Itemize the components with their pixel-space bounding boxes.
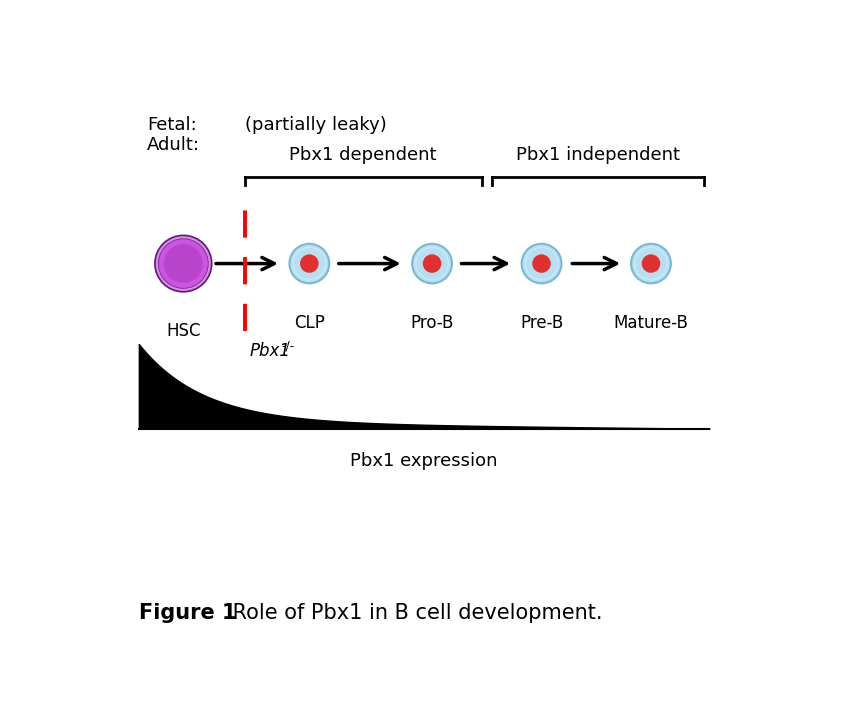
Ellipse shape	[163, 244, 203, 283]
Text: Figure 1: Figure 1	[139, 603, 236, 624]
Ellipse shape	[300, 254, 318, 273]
Text: Pbx1 dependent: Pbx1 dependent	[289, 147, 437, 164]
Ellipse shape	[423, 254, 442, 273]
Text: Pbx1 independent: Pbx1 independent	[516, 147, 680, 164]
Text: Pbx1: Pbx1	[250, 342, 291, 360]
Ellipse shape	[156, 236, 211, 292]
Text: Pro-B: Pro-B	[410, 314, 454, 332]
Ellipse shape	[631, 244, 671, 284]
Text: (partially leaky): (partially leaky)	[245, 116, 387, 134]
Ellipse shape	[532, 254, 550, 273]
Text: Mature-B: Mature-B	[614, 314, 688, 332]
Ellipse shape	[412, 244, 452, 284]
Text: Adult:: Adult:	[147, 137, 199, 154]
Text: -/-: -/-	[282, 339, 294, 352]
Text: Pre-B: Pre-B	[520, 314, 563, 332]
Text: HSC: HSC	[166, 322, 200, 340]
Ellipse shape	[289, 244, 330, 284]
Ellipse shape	[521, 244, 562, 284]
Text: CLP: CLP	[294, 314, 324, 332]
Text: Role of Pbx1 in B cell development.: Role of Pbx1 in B cell development.	[226, 603, 603, 624]
Ellipse shape	[158, 239, 208, 288]
Ellipse shape	[642, 254, 660, 273]
Text: Pbx1 expression: Pbx1 expression	[350, 452, 498, 470]
Text: Fetal:: Fetal:	[147, 116, 197, 134]
